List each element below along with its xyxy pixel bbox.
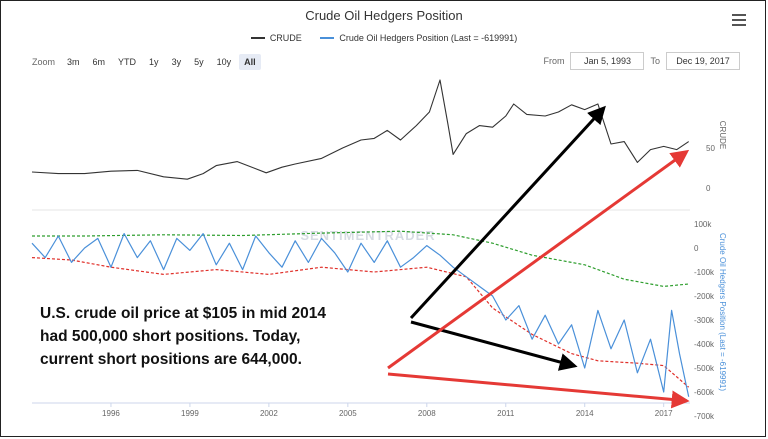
annotation-line-2: had 500,000 short positions. Today, [40,328,301,345]
x-tick-label: 2014 [576,409,594,418]
x-tick-label: 2011 [497,409,515,418]
date-range: From Jan 5, 1993 To Dec 19, 2017 [543,52,746,70]
red-arrow-to-current-shorts [387,372,690,409]
x-tick-label: 1996 [102,409,120,418]
legend-swatch-hedgers [320,37,335,39]
chart-title: Crude Oil Hedgers Position [305,8,463,23]
zoom-1y-button[interactable]: 1y [149,57,159,67]
zoom-5y-button[interactable]: 5y [194,57,204,67]
x-tick-label: 2002 [260,409,278,418]
from-date-input[interactable]: Jan 5, 1993 [570,52,645,70]
zoom-label: Zoom [32,57,56,67]
zoom-10y-button[interactable]: 10y [216,57,232,67]
black-arrow-to-2014-shorts [410,320,578,371]
legend: CRUDE Crude Oil Hedgers Position (Last =… [0,31,768,43]
legend-item-hedgers[interactable]: Crude Oil Hedgers Position (Last = -6199… [320,33,517,43]
bottom-y-tick-label: -100k [694,268,715,277]
zoom-3y-button[interactable]: 3y [171,57,182,67]
bottom-y-tick-label: 100k [694,220,712,229]
bottom-y-tick-label: -200k [694,292,715,301]
x-tick-label: 2008 [418,409,436,418]
zoom-all-button[interactable]: All [239,54,261,70]
zoom-3m-button[interactable]: 3m [67,57,80,67]
menu-icon[interactable] [732,14,746,26]
annotation-text: U.S. crude oil price at $105 in mid 2014… [40,302,420,371]
bottom-y-tick-label: -600k [694,388,715,397]
zoom-bar: Zoom 3m 6m YTD 1y 3y 5y 10y All [32,54,261,70]
watermark: SENTIMENTRADER [300,228,435,243]
zoom-ytd-button[interactable]: YTD [118,57,137,67]
crude-line [31,79,690,180]
zoom-6m-button[interactable]: 6m [92,57,106,67]
top-axis-title: CRUDE [718,121,727,149]
legend-item-crude[interactable]: CRUDE [250,33,302,43]
bottom-axis-title: Crude Oil Hedgers Position (Last = -6199… [718,233,727,391]
top-y-tick-label: 50 [706,144,715,153]
top-y-tick-label: 0 [706,184,711,193]
x-tick-label: 2017 [655,409,673,418]
x-tick-label: 1999 [181,409,199,418]
bottom-y-tick-label: 0 [694,244,699,253]
red-arrow-to-current-price [387,149,690,370]
lower-band-line [31,257,690,388]
hedgers-line [31,233,690,397]
annotation-line-3: current short positions are 644,000. [40,351,302,368]
from-label: From [543,56,565,66]
legend-label-crude: CRUDE [269,33,302,43]
to-date-input[interactable]: Dec 19, 2017 [666,52,740,70]
bottom-y-tick-label: -700k [694,412,715,421]
legend-swatch-crude [250,37,265,39]
bottom-y-tick-label: -300k [694,316,715,325]
to-label: To [650,56,660,66]
annotation-line-1: U.S. crude oil price at $105 in mid 2014 [40,305,327,322]
legend-label-hedgers: Crude Oil Hedgers Position (Last = -6199… [339,33,518,43]
upper-band-line [32,230,689,287]
bottom-y-tick-label: -400k [694,340,715,349]
black-arrow-to-price-peak [409,105,606,320]
x-tick-label: 2005 [339,409,357,418]
bottom-y-tick-label: -500k [694,364,715,373]
